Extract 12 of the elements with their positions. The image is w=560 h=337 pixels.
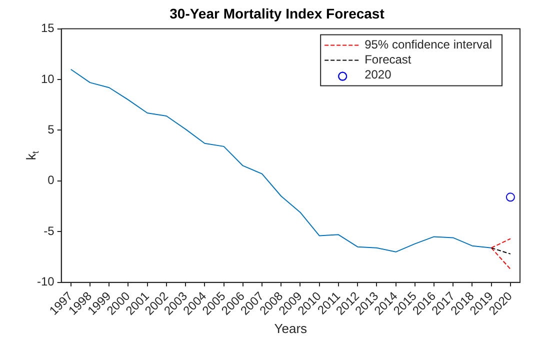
y-tick-label: 5	[48, 122, 55, 137]
y-tick-label: 15	[40, 21, 55, 36]
y-axis-title: kt	[24, 150, 40, 160]
y-tick-label: -5	[44, 224, 55, 238]
legend-label: Forecast	[364, 52, 412, 67]
chart-title: 30-Year Mortality Index Forecast	[170, 5, 385, 22]
y-tick-label: -10	[37, 274, 55, 289]
legend-label: 2020	[364, 68, 392, 82]
x-axis-title: Years	[274, 320, 308, 336]
legend-label: 95% confidence interval	[364, 38, 492, 52]
y-tick-label: 10	[40, 72, 55, 86]
y-tick-label: 0	[48, 173, 55, 188]
